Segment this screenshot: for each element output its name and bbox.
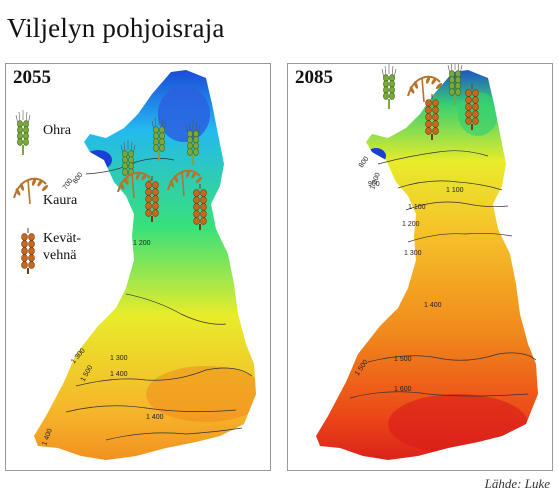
legend-label-spring-wheat: Kevät- vehnä <box>43 230 81 264</box>
isoline-label: 1 200 <box>133 240 151 247</box>
isoline-label: 1 200 <box>402 221 420 228</box>
legend-label-oats: Kaura <box>43 193 78 208</box>
isoline-label: 1 300 <box>404 250 422 257</box>
isoline-label: 900 <box>368 181 380 188</box>
legend-label-barley: Ohra <box>43 123 71 138</box>
isoline-label: 1 600 <box>394 386 412 393</box>
isoline-label: 800 <box>358 155 370 169</box>
isoline-label: 1 500 <box>394 356 412 363</box>
isolines-2055 <box>65 158 253 441</box>
isolines-2085 <box>349 150 537 399</box>
panel-year-2085: 2085 <box>295 67 333 88</box>
isoline-label: 1 100 <box>408 204 426 211</box>
isoline-label: 1 300 <box>110 355 128 362</box>
isoline-label: 1 000 <box>369 172 382 191</box>
isoline-label: 1 400 <box>146 414 164 421</box>
isoline-label: 1 400 <box>110 371 128 378</box>
panel-year-2055: 2055 <box>13 67 51 88</box>
finland-map-2085: 800 900 1 000 1 100 1 100 1 200 1 300 1 … <box>316 64 538 460</box>
map-panel-2085: 800 900 1 000 1 100 1 100 1 200 1 300 1 … <box>287 63 553 471</box>
map-panel-2055: 700 800 1 200 1 300 1 300 1 400 1 500 1 … <box>5 63 271 471</box>
source-credit: Lähde: Luke <box>484 476 550 491</box>
isoline-label: 800 <box>72 171 84 185</box>
legend-spring-wheat-icon <box>21 227 35 275</box>
isoline-label: 1 100 <box>446 187 464 194</box>
legend-label-spring-wheat-line2: vehnä <box>43 248 77 263</box>
isoline-label: 1 400 <box>424 302 442 309</box>
finland-map-2055: 700 800 1 200 1 300 1 300 1 400 1 500 1 … <box>13 70 256 460</box>
legend-label-spring-wheat-line1: Kevät- <box>43 231 82 246</box>
page-title: Viljelyn pohjoisraja <box>7 13 225 43</box>
legend-barley-icon <box>15 109 31 156</box>
barley-icon <box>381 64 397 110</box>
